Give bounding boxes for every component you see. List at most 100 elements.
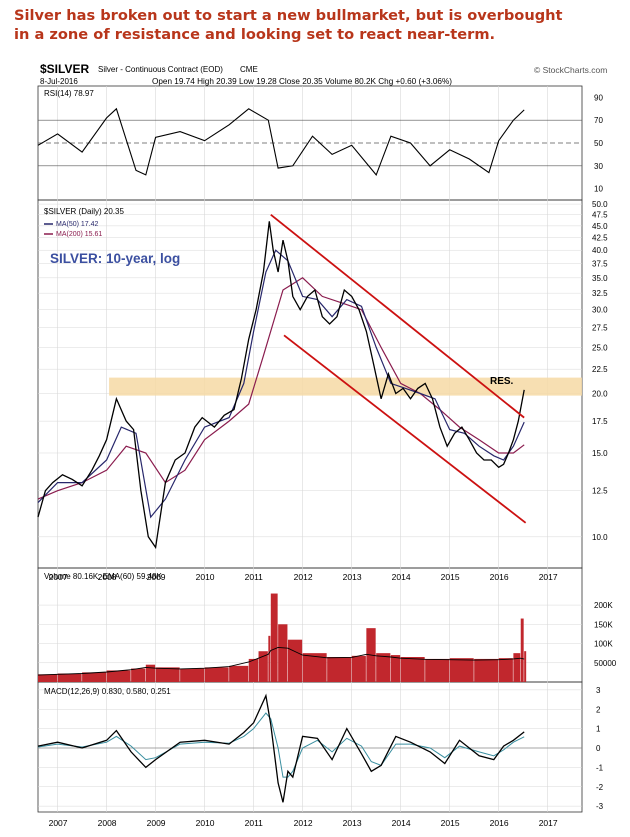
volume-legend: Volume 80.16K, EMA(60) 59.48K [44,572,163,581]
price-tick-label: 50.0 [592,200,608,209]
instrument-name: Silver - Continuous Contract (EOD) [98,65,223,74]
volume-bar [82,672,107,682]
rsi-tick-label: 50 [594,139,603,148]
rsi-tick-label: 10 [594,185,603,194]
report-date: 8-Jul-2016 [40,77,78,86]
rsi-tick-label: 70 [594,116,603,125]
volume-bar [425,658,450,682]
x-tick-label-upper: 2015 [441,572,460,582]
volume-tick-label: 200K [594,601,613,610]
volume-bar [268,635,271,682]
x-tick-label-lower: 2011 [245,818,264,828]
ohlc-summary: Open 19.74 High 20.39 Low 19.28 Close 20… [152,77,452,86]
volume-bar [180,668,205,682]
macd-panel [37,681,583,813]
volume-bar [229,665,249,682]
rsi-layer: 10 30 50 70 90 [37,86,603,200]
price-tick-label: 40.0 [592,246,608,255]
volume-bar [513,653,521,682]
x-tick-label-upper: 2012 [294,572,313,582]
x-tick-label-lower: 2016 [490,818,509,828]
x-tick-label-upper: 2007 [49,572,68,582]
volume-bar [270,593,278,682]
x-tick-label-upper: 2017 [539,572,558,582]
rsi-legend: RSI(14) 78.97 [44,89,94,98]
volume-bar [474,658,499,682]
ma200-line [37,277,525,500]
volume-bar [520,618,524,682]
price-tick-label: 10.0 [592,533,608,542]
rsi-tick-label: 30 [594,162,603,171]
volume-bar [498,658,513,682]
macd-line [37,693,525,803]
headline-line-1: Silver has broken out to start a new bul… [14,7,563,24]
volume-bar [524,651,527,682]
ma50-legend: MA(50) 17.42 [56,221,99,228]
volume-bar [258,651,268,682]
macd-legend: MACD(12,26,9) 0.830, 0.580, 0.251 [44,687,171,696]
macd-tick-label: 1 [596,725,601,734]
x-tick-label-lower: 2015 [441,818,460,828]
volume-layer: 50000 100K 150K 200K [37,568,617,682]
volume-bar [390,655,401,682]
macd-tick-label: 3 [596,686,601,695]
price-tick-label: 37.5 [592,260,608,269]
price-line [37,221,525,550]
macd-tick-label: -3 [596,802,604,811]
volume-tick-label: 50000 [594,659,617,668]
price-layer: 10.0 12.5 15.0 17.5 20.0 22.5 25.0 27.5 30.0 32.5… [37,200,608,568]
price-tick-label: 30.0 [592,306,608,315]
price-tick-label: 25.0 [592,343,608,352]
price-tick-label: 47.5 [592,211,608,220]
x-tick-label-upper: 2009 [147,572,166,582]
resistance-label: RES. [490,376,514,387]
x-tick-label-lower: 2009 [147,818,166,828]
volume-bar [106,670,131,682]
symbol: $SILVER [40,62,89,76]
x-tick-label-upper: 2014 [392,572,411,582]
ma50-line [37,249,525,519]
headline: Silver has broken out to start a new bul… [14,6,624,44]
x-tick-label-lower: 2012 [294,818,313,828]
volume-bar [204,667,229,682]
macd-tick-label: -2 [596,783,604,792]
price-tick-label: 45.0 [592,222,608,231]
x-tick-label-upper: 2008 [98,572,117,582]
volume-ema-line [37,646,525,676]
exchange: CME [240,65,258,74]
price-tick-label: 27.5 [592,324,608,333]
channel-line [283,334,527,524]
macd-tick-label: -1 [596,763,604,772]
volume-tick-label: 100K [594,640,613,649]
volume-bar [57,673,82,682]
watermark: © StockCharts.com [534,65,607,75]
macd-layer: -3 -2 -1 0 1 2 3 [37,682,604,812]
x-tick-label-lower: 2008 [98,818,117,828]
chart-annotation: SILVER: 10-year, log [50,251,180,266]
x-tick-label-upper: 2016 [490,572,509,582]
rsi-tick-label: 90 [594,93,603,102]
macd-tick-label: 2 [596,705,601,714]
price-tick-label: 20.0 [592,390,608,399]
rsi-line [37,107,525,176]
price-tick-label: 42.5 [592,234,608,243]
volume-bar [131,668,146,682]
price-tick-label: 17.5 [592,417,608,426]
x-tick-label-lower: 2013 [343,818,362,828]
ma200-legend: MA(200) 15.61 [56,231,102,238]
volume-bar [287,639,303,682]
volume-bar [449,658,474,682]
x-tick-label-lower: 2014 [392,818,411,828]
volume-bar [376,653,391,682]
price-legend: $SILVER (Daily) 20.35 [44,207,124,216]
price-tick-label: 12.5 [592,487,608,496]
volume-bar [38,674,58,682]
x-tick-label-upper: 2013 [343,572,362,582]
volume-bar [155,667,180,682]
x-tick-label-lower: 2017 [539,818,558,828]
x-tick-label-upper: 2010 [196,572,215,582]
volume-tick-label: 150K [594,620,613,629]
volume-bar [278,624,288,682]
price-tick-label: 35.0 [592,274,608,283]
